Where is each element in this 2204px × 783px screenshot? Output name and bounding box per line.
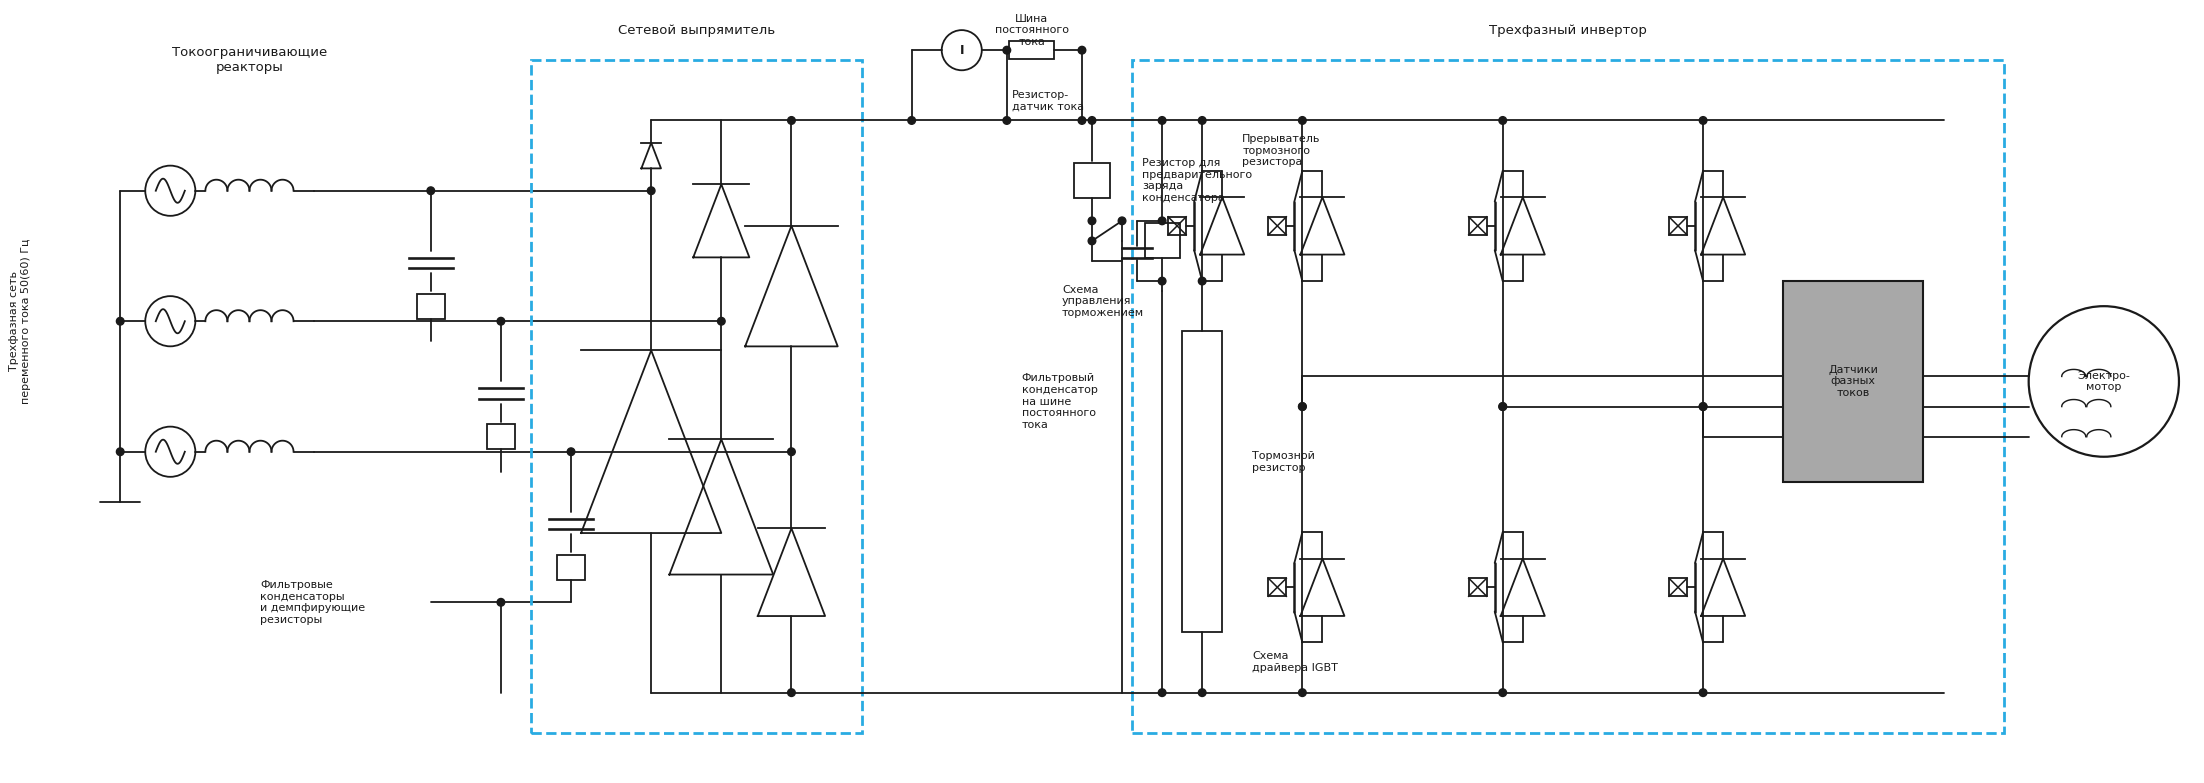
Circle shape	[1089, 117, 1095, 124]
Circle shape	[648, 187, 655, 194]
Text: Электро-
мотор: Электро- мотор	[2078, 370, 2131, 392]
Circle shape	[1003, 46, 1012, 54]
Circle shape	[1003, 117, 1012, 124]
Bar	[1267, 217, 1287, 235]
Bar	[558, 554, 584, 579]
Circle shape	[908, 117, 915, 124]
Circle shape	[498, 598, 505, 606]
Bar	[1468, 578, 1488, 597]
Bar	[1267, 578, 1287, 597]
Bar	[1009, 41, 1054, 60]
Text: Схема
драйвера IGBT: Схема драйвера IGBT	[1252, 651, 1338, 673]
Circle shape	[428, 187, 434, 194]
Text: Прерыватель
тормозного
резистора: Прерыватель тормозного резистора	[1243, 134, 1320, 168]
Circle shape	[498, 317, 505, 325]
Circle shape	[1199, 277, 1206, 285]
Bar	[531, 60, 862, 733]
Circle shape	[1159, 277, 1166, 285]
Text: Трехфазная сеть
переменного тока 50(60) Гц: Трехфазная сеть переменного тока 50(60) …	[9, 239, 31, 404]
Circle shape	[1159, 217, 1166, 225]
Circle shape	[787, 117, 796, 124]
Bar	[1168, 217, 1186, 235]
Circle shape	[1078, 117, 1087, 124]
Text: I: I	[959, 44, 963, 56]
Circle shape	[787, 448, 796, 456]
Text: Фильтровый
конденсатор
на шине
постоянного
тока: Фильтровый конденсатор на шине постоянно…	[1023, 373, 1098, 430]
Circle shape	[787, 689, 796, 696]
Text: Схема
управления
торможением: Схема управления торможением	[1062, 284, 1144, 318]
Circle shape	[1298, 402, 1307, 410]
Text: Шина
постоянного
тока: Шина постоянного тока	[994, 13, 1069, 47]
Circle shape	[1499, 402, 1508, 410]
Circle shape	[1159, 689, 1166, 696]
Circle shape	[1298, 689, 1307, 696]
Text: Резистор для
предварительного
заряда
конденсатора: Резистор для предварительного заряда кон…	[1142, 158, 1252, 203]
Bar	[1133, 60, 2003, 733]
Circle shape	[566, 448, 575, 456]
Circle shape	[1199, 117, 1206, 124]
Circle shape	[1078, 46, 1087, 54]
Bar	[1468, 217, 1488, 235]
Circle shape	[1089, 217, 1095, 225]
Bar	[1181, 331, 1223, 633]
Circle shape	[1699, 689, 1706, 696]
Circle shape	[1298, 402, 1307, 410]
Bar	[1668, 578, 1686, 597]
Text: Датчики
фазных
токов: Датчики фазных токов	[1829, 365, 1878, 398]
Circle shape	[117, 317, 123, 325]
Text: Токоограничивающие
реакторы: Токоограничивающие реакторы	[172, 46, 326, 74]
Bar	[1076, 163, 1109, 198]
Text: Трехфазный инвертор: Трехфазный инвертор	[1490, 23, 1646, 37]
Circle shape	[117, 448, 123, 456]
Circle shape	[1117, 217, 1126, 225]
Bar	[417, 294, 445, 319]
Text: Сетевой выпрямитель: Сетевой выпрямитель	[617, 23, 776, 37]
Circle shape	[719, 317, 725, 325]
Bar	[1783, 281, 1924, 482]
Circle shape	[1699, 402, 1706, 410]
Circle shape	[1699, 402, 1706, 410]
Bar	[487, 424, 516, 449]
Circle shape	[1159, 117, 1166, 124]
Circle shape	[1199, 689, 1206, 696]
Bar	[1668, 217, 1686, 235]
Circle shape	[1089, 237, 1095, 245]
Text: Резистор-
датчик тока: Резистор- датчик тока	[1012, 89, 1084, 111]
Text: Фильтровые
конденсаторы
и демпфирующие
резисторы: Фильтровые конденсаторы и демпфирующие р…	[260, 580, 366, 625]
Circle shape	[1699, 117, 1706, 124]
Circle shape	[1298, 117, 1307, 124]
Text: Тормозной
резистор: Тормозной резистор	[1252, 451, 1316, 473]
Circle shape	[1499, 689, 1508, 696]
Circle shape	[1499, 117, 1508, 124]
Bar	[1144, 223, 1179, 258]
Circle shape	[1499, 402, 1508, 410]
